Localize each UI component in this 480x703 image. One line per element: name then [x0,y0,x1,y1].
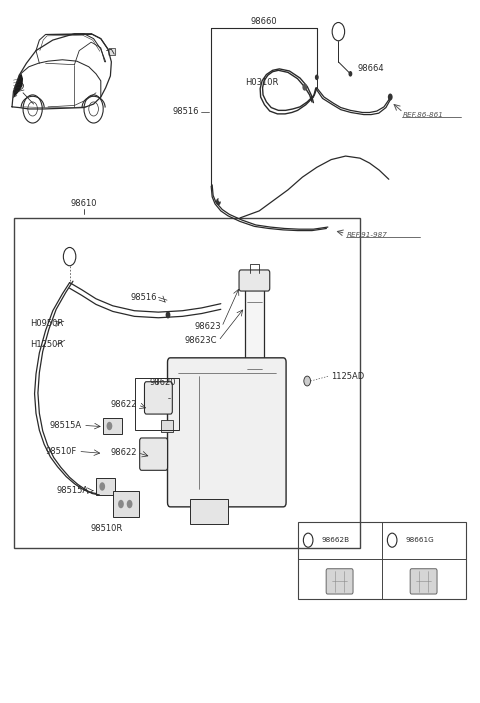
Bar [298,522,466,599]
Text: 98622: 98622 [110,449,137,457]
Bar [161,420,173,432]
Text: 98623C: 98623C [185,337,217,345]
Circle shape [166,311,170,318]
Circle shape [302,84,307,91]
Bar [135,378,179,430]
Text: 98662B: 98662B [322,537,350,543]
Circle shape [315,75,319,80]
Bar [190,499,228,524]
Text: 98510F: 98510F [46,447,77,456]
Text: 98664: 98664 [358,64,384,72]
Bar [103,418,122,434]
Text: REF.91-987: REF.91-987 [347,232,387,238]
Circle shape [118,500,124,508]
Circle shape [216,198,221,205]
Text: 98515A: 98515A [49,421,82,430]
Text: REF.86-861: REF.86-861 [403,112,444,117]
Circle shape [218,198,221,202]
FancyBboxPatch shape [239,270,270,291]
Text: 98620: 98620 [150,378,177,387]
FancyBboxPatch shape [326,569,353,594]
Circle shape [348,71,352,77]
Circle shape [63,247,76,266]
Polygon shape [13,74,23,98]
Circle shape [127,500,132,508]
Text: H0950R: H0950R [30,319,63,328]
Text: H0310R: H0310R [245,79,278,87]
FancyBboxPatch shape [410,569,437,594]
Text: b: b [336,27,341,36]
Circle shape [304,376,311,386]
Circle shape [107,422,112,430]
Circle shape [99,482,105,491]
Text: 98623: 98623 [194,323,221,331]
Text: 98515A: 98515A [57,486,89,495]
FancyBboxPatch shape [109,49,116,56]
Text: H1250R: H1250R [30,340,63,349]
Circle shape [332,22,345,41]
Text: 98516: 98516 [131,293,157,302]
Bar [113,491,139,517]
Text: 1125AD: 1125AD [331,372,364,380]
Bar [96,478,115,495]
Circle shape [387,533,397,547]
Bar [14,218,360,548]
Bar [245,288,264,373]
Text: 98622: 98622 [110,401,137,409]
Text: 98610: 98610 [71,200,97,208]
Circle shape [388,93,393,101]
Text: a: a [67,252,72,261]
Circle shape [303,533,313,547]
FancyBboxPatch shape [168,358,286,507]
FancyBboxPatch shape [144,382,172,414]
Text: 98510R: 98510R [90,524,123,533]
Text: 98661G: 98661G [406,537,434,543]
Text: 98516: 98516 [173,107,199,115]
FancyBboxPatch shape [140,438,168,470]
Text: b: b [390,537,395,543]
Text: a: a [306,537,310,543]
Text: 98660: 98660 [251,17,277,25]
